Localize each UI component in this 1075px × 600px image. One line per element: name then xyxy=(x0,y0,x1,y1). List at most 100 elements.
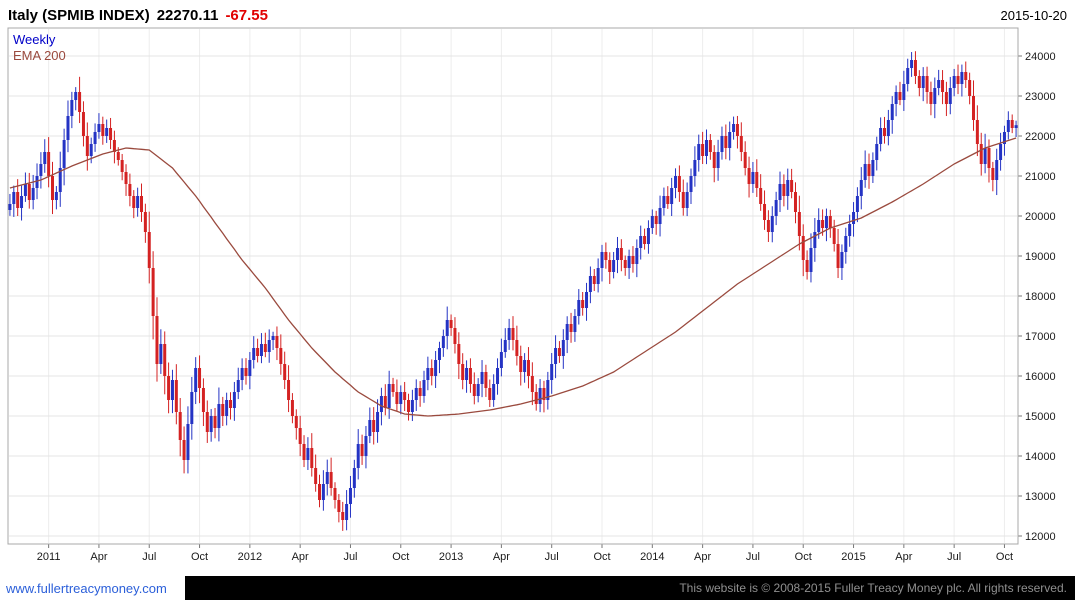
x-axis-label: Apr xyxy=(694,551,711,563)
candle-body xyxy=(674,176,678,188)
candle-body xyxy=(666,196,670,204)
candle-body xyxy=(836,244,840,268)
candle-body xyxy=(778,184,782,200)
candle-body xyxy=(662,196,666,208)
candle-body xyxy=(437,348,441,360)
candle-body xyxy=(140,196,144,212)
candle-body xyxy=(190,392,194,424)
candle-body xyxy=(414,388,418,400)
candle-body xyxy=(360,444,364,456)
x-axis-label: Jul xyxy=(343,551,357,563)
candle-body xyxy=(47,152,51,176)
copyright-text: This website is © 2008-2015 Fuller Treac… xyxy=(679,581,1067,595)
candle-body xyxy=(20,196,24,208)
candle-body xyxy=(979,144,983,164)
x-axis-label: 2015 xyxy=(841,551,865,563)
candle-body xyxy=(391,384,395,392)
candle-body xyxy=(550,364,554,380)
candle-body xyxy=(631,256,635,264)
candle-body xyxy=(441,336,445,348)
candle-body xyxy=(906,68,910,84)
candle-body xyxy=(453,328,457,344)
price-change: -67.55 xyxy=(225,6,268,24)
footer-link-area: www.fullertreacymoney.com xyxy=(0,576,185,600)
candle-body xyxy=(170,380,174,400)
candle-body xyxy=(515,340,519,356)
candle-body xyxy=(600,252,604,268)
candle-body xyxy=(623,260,627,268)
candle-body xyxy=(770,216,774,232)
candle-body xyxy=(85,136,89,156)
candle-body xyxy=(766,220,770,232)
candle-body xyxy=(337,500,341,512)
website-link[interactable]: www.fullertreacymoney.com xyxy=(6,580,167,596)
candle-body xyxy=(995,160,999,180)
candle-body xyxy=(677,176,681,192)
x-axis-label: 2012 xyxy=(238,551,262,563)
candle-body xyxy=(747,168,751,184)
candle-body xyxy=(526,360,530,376)
candle-body xyxy=(797,212,801,236)
last-price: 22270.11 xyxy=(156,6,219,24)
x-axis-label: Jul xyxy=(545,551,559,563)
candle-body xyxy=(956,76,960,84)
candle-body xyxy=(51,176,55,200)
candle-body xyxy=(410,400,414,412)
candle-body xyxy=(859,180,863,196)
footer-bar: www.fullertreacymoney.com This website i… xyxy=(0,576,1075,600)
instrument-title: Italy (SPMIB INDEX) xyxy=(8,6,150,24)
candle-body xyxy=(499,352,503,368)
candle-body xyxy=(960,72,964,84)
candle-body xyxy=(387,384,391,408)
candle-body xyxy=(472,384,476,396)
candle-body xyxy=(430,368,434,376)
x-axis-label: 2013 xyxy=(439,551,463,563)
candle-body xyxy=(735,124,739,136)
candle-body xyxy=(643,236,647,244)
candle-body xyxy=(554,348,558,364)
candle-body xyxy=(23,184,27,196)
candle-body xyxy=(236,380,240,392)
candle-body xyxy=(809,248,813,272)
x-axis-label: Oct xyxy=(795,551,812,563)
candle-body xyxy=(944,92,948,104)
candle-body xyxy=(194,368,198,392)
candle-body xyxy=(120,160,124,172)
candle-body xyxy=(565,324,569,340)
candle-body xyxy=(921,76,925,88)
candle-body xyxy=(163,344,167,376)
candle-body xyxy=(8,204,12,210)
candle-body xyxy=(476,384,480,396)
candle-body xyxy=(352,468,356,488)
x-axis-label: Oct xyxy=(593,551,610,563)
y-axis-label: 14000 xyxy=(1025,451,1056,463)
candle-body xyxy=(283,364,287,380)
candle-body xyxy=(635,248,639,264)
candle-body xyxy=(561,340,565,356)
candle-body xyxy=(728,132,732,148)
candle-body xyxy=(910,60,914,68)
candle-body xyxy=(445,320,449,336)
candle-body xyxy=(875,144,879,160)
candle-body xyxy=(577,300,581,316)
candle-body xyxy=(685,192,689,208)
candle-body xyxy=(743,152,747,168)
candle-body xyxy=(658,208,662,224)
candle-body xyxy=(345,504,349,520)
candle-body xyxy=(279,348,283,364)
candle-body xyxy=(619,248,623,260)
candle-body xyxy=(321,484,325,500)
candle-body xyxy=(971,96,975,120)
candle-body xyxy=(376,412,380,432)
candle-body xyxy=(646,228,650,244)
candle-body xyxy=(929,92,933,104)
candle-body xyxy=(886,120,890,136)
candle-body xyxy=(793,192,797,212)
candle-body xyxy=(879,128,883,144)
candle-body xyxy=(844,236,848,252)
y-axis-label: 20000 xyxy=(1025,211,1056,223)
y-axis-label: 13000 xyxy=(1025,491,1056,503)
candle-body xyxy=(523,360,527,372)
candle-body xyxy=(240,368,244,380)
